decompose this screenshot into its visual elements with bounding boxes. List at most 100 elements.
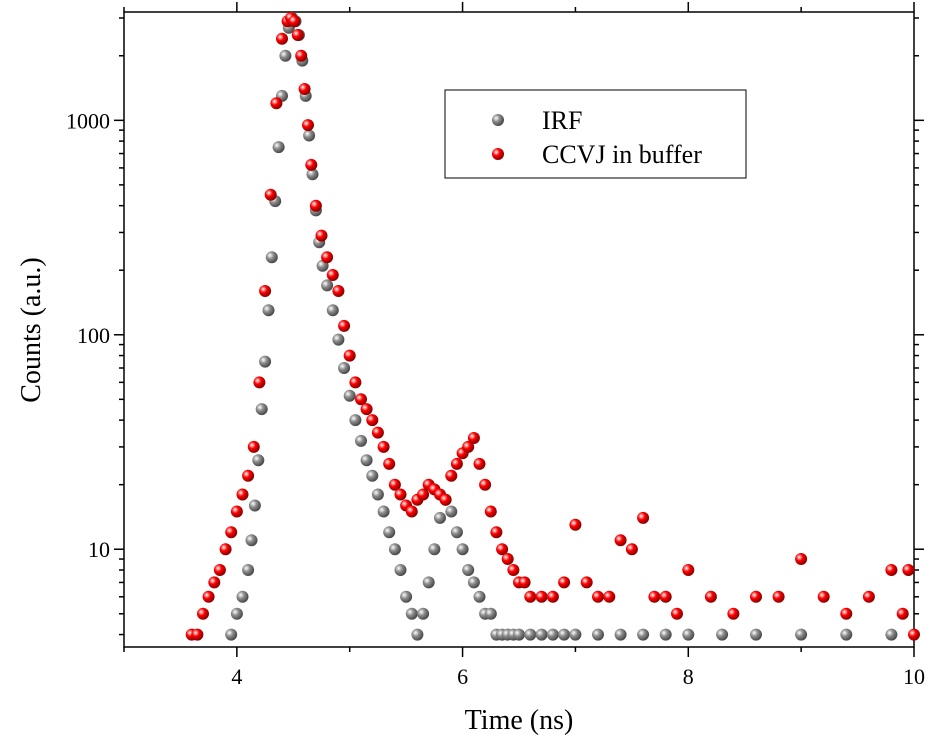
data-point <box>315 229 328 242</box>
data-point <box>546 590 559 603</box>
data-point <box>377 440 390 453</box>
data-point <box>247 440 260 453</box>
data-point <box>248 499 261 512</box>
data-point <box>682 564 695 576</box>
data-point <box>343 389 356 402</box>
data-point <box>637 511 650 524</box>
data-point <box>270 97 283 110</box>
data-point <box>242 564 255 576</box>
data-point <box>326 304 339 317</box>
legend: IRF CCVJ in buffer <box>444 89 747 179</box>
data-point <box>332 285 345 297</box>
x-tick-label: 8 <box>683 664 694 689</box>
data-point <box>546 628 559 641</box>
data-point <box>213 564 226 576</box>
data-point <box>524 590 537 603</box>
data-point <box>262 304 275 317</box>
data-point <box>405 607 418 620</box>
data-point <box>507 564 520 576</box>
data-point <box>580 576 593 589</box>
data-point <box>450 457 463 470</box>
data-point <box>411 628 424 641</box>
data-point <box>671 607 683 620</box>
data-point <box>490 526 503 539</box>
data-point <box>862 590 875 603</box>
data-point <box>343 349 356 362</box>
data-point <box>473 590 486 603</box>
data-point <box>265 251 278 264</box>
data-point <box>321 251 334 264</box>
data-point <box>704 590 717 603</box>
data-point <box>535 628 548 641</box>
data-point <box>496 543 509 556</box>
data-point <box>252 454 265 467</box>
axis-ticks <box>114 2 924 657</box>
data-point <box>255 403 268 416</box>
data-point <box>349 376 362 389</box>
data-point <box>535 590 548 603</box>
data-point <box>417 607 430 620</box>
y-axis-label: Counts (a.u.) <box>16 257 47 402</box>
data-point <box>383 526 396 539</box>
data-point <box>388 478 401 491</box>
data-point <box>225 526 238 539</box>
data-point <box>439 493 452 506</box>
data-point <box>428 543 441 556</box>
y-tick-label: 100 <box>77 323 110 348</box>
tick-labels: 4 6 8 10 10 100 1000 <box>66 108 925 689</box>
data-point <box>388 543 401 556</box>
data-point <box>272 141 285 154</box>
data-point <box>445 469 458 482</box>
data-point <box>383 457 396 470</box>
data-point <box>360 454 373 467</box>
data-point <box>326 269 339 281</box>
data-point <box>295 49 308 62</box>
data-point <box>264 188 277 201</box>
x-axis-label: Time (ns) <box>465 705 574 736</box>
series-irf <box>225 12 898 641</box>
data-point <box>637 628 650 641</box>
data-point <box>450 526 463 539</box>
data-point <box>366 414 379 427</box>
data-point <box>245 534 258 547</box>
data-point <box>682 628 695 641</box>
data-point <box>569 518 582 531</box>
y-tick-label: 10 <box>88 537 110 562</box>
data-point <box>405 505 418 518</box>
data-point <box>896 607 909 620</box>
data-point <box>456 543 469 556</box>
data-point <box>592 628 604 641</box>
data-point <box>569 628 582 641</box>
data-point <box>355 393 367 406</box>
data-point <box>236 488 249 501</box>
data-point <box>197 607 209 620</box>
data-point <box>259 355 272 368</box>
data-point <box>462 564 475 576</box>
data-point <box>230 505 243 518</box>
data-point <box>885 628 898 641</box>
y-tick-label: 1000 <box>66 108 110 133</box>
data-point <box>795 628 808 641</box>
data-point <box>908 628 920 641</box>
data-point <box>750 590 762 603</box>
data-point <box>592 590 604 603</box>
data-point <box>291 29 304 41</box>
data-point <box>462 440 475 453</box>
data-point <box>371 426 384 439</box>
data-point <box>366 469 379 482</box>
data-point <box>400 590 413 603</box>
plot-frame <box>123 11 915 648</box>
data-point <box>840 607 853 620</box>
series-layer <box>185 12 920 641</box>
data-point <box>434 511 446 524</box>
data-point <box>417 488 430 501</box>
data-point <box>242 469 255 482</box>
data-point <box>625 543 638 556</box>
data-point <box>338 319 351 332</box>
data-point <box>479 478 492 491</box>
data-point <box>219 543 232 556</box>
data-point <box>648 590 661 603</box>
data-point <box>288 15 301 28</box>
data-point <box>394 564 407 576</box>
